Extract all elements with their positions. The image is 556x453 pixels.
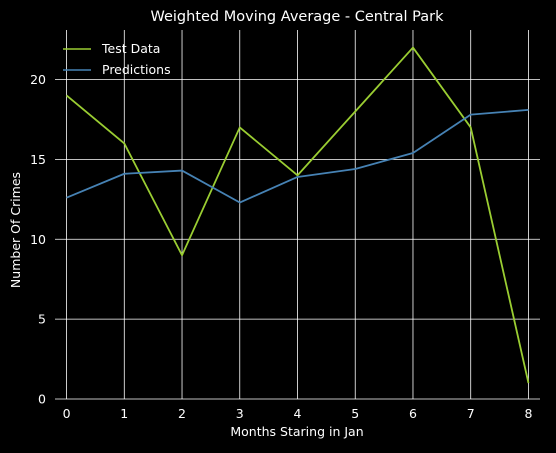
x-tick-label: 1 [120,406,128,421]
series-line-test-data [65,46,530,384]
x-tick-label: 8 [524,406,532,421]
x-tick-label: 5 [351,406,359,421]
y-axis-title: Number Of Crimes [8,172,23,288]
x-tick-label: 4 [294,406,302,421]
y-tick-label: 15 [30,152,46,167]
grid [55,30,540,400]
legend-label-predictions: Predictions [102,62,171,77]
y-tick-label: 5 [38,312,46,327]
y-tick-label: 0 [38,392,46,407]
y-tick-label: 10 [30,232,46,247]
y-axis-ticks: 0 5 10 15 20 [30,72,46,406]
y-tick-label: 20 [30,72,46,87]
x-tick-label: 2 [178,406,186,421]
x-tick-label: 3 [236,406,244,421]
legend: Test Data Predictions [63,41,171,77]
legend-label-test-data: Test Data [101,41,160,56]
x-tick-label: 7 [467,406,475,421]
x-axis-title: Months Staring in Jan [230,424,363,439]
x-tick-label: 6 [409,406,417,421]
series-lines [65,46,530,384]
chart-title: Weighted Moving Average - Central Park [151,9,445,25]
x-axis-ticks: 0 1 2 3 4 5 6 7 8 [63,406,533,421]
x-tick-label: 0 [63,406,71,421]
series-line-predictions [66,108,529,204]
